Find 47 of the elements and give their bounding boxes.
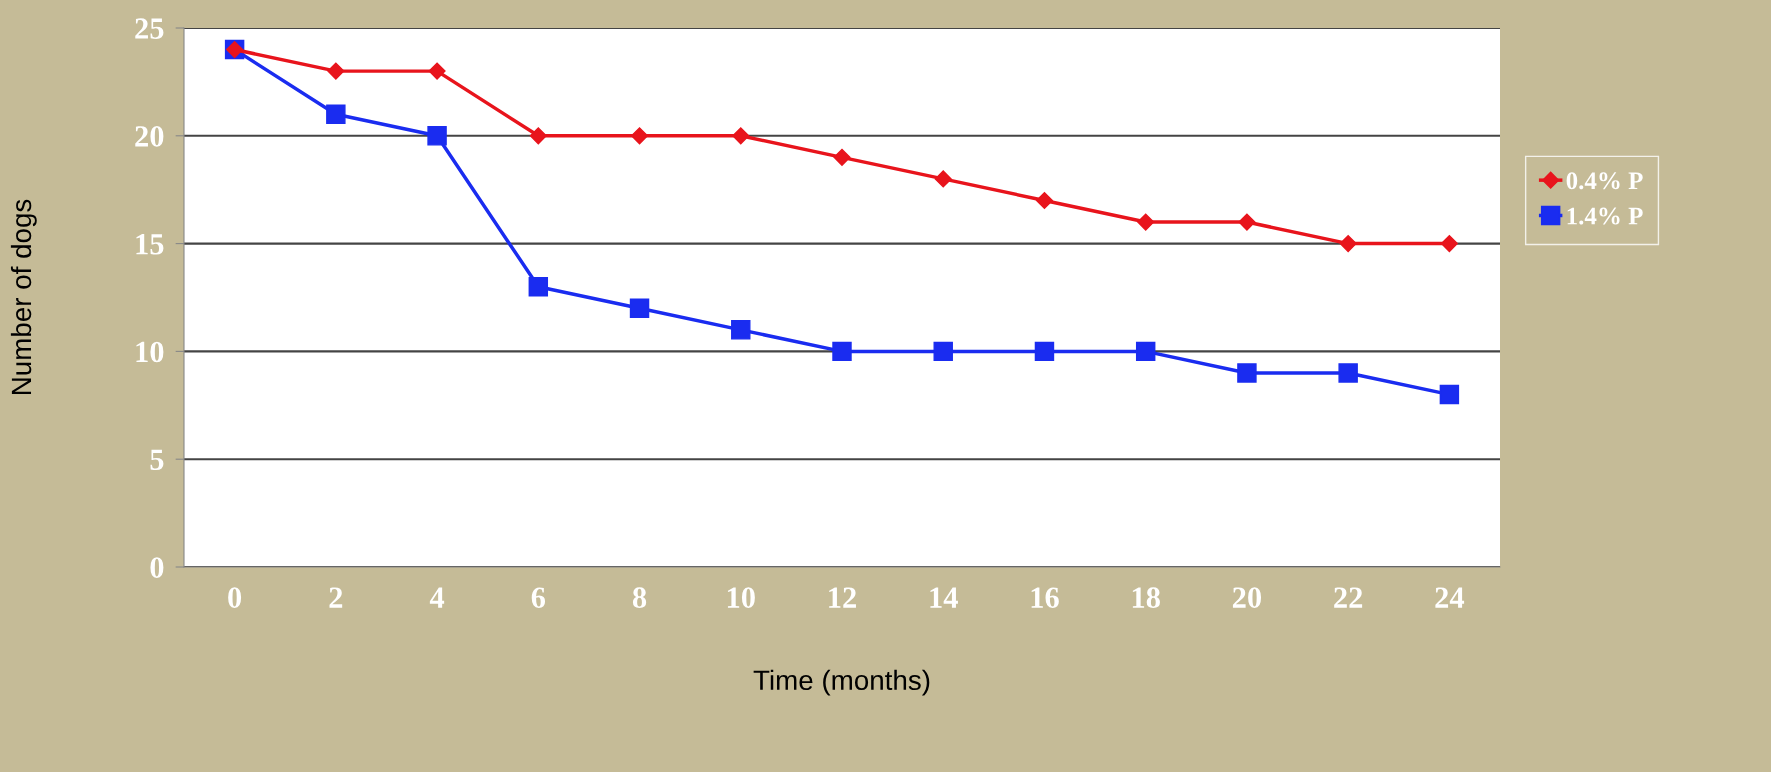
legend-label: 1.4% P [1567, 207, 1643, 225]
point [629, 298, 650, 319]
point [1035, 191, 1054, 210]
y-tick-label: 0 [150, 557, 164, 578]
point [1440, 235, 1458, 253]
point [1338, 363, 1358, 383]
point [832, 341, 852, 362]
y-tick-label: 25 [135, 18, 164, 39]
point [1237, 363, 1257, 383]
x-tick-label: 6 [531, 587, 546, 608]
point [1135, 341, 1156, 362]
point [1238, 213, 1256, 231]
y-axis-title: Number of dogs [10, 199, 37, 395]
x-tick-label: 18 [1132, 587, 1160, 608]
x-tick-label: 8 [632, 587, 647, 608]
x-tick-label: 14 [930, 587, 958, 608]
point [732, 127, 750, 145]
y-tick-label: 15 [136, 234, 164, 255]
point [731, 320, 751, 340]
legend-label: 0.4% P [1566, 172, 1643, 190]
point [933, 341, 953, 362]
x-tick-label: 0 [228, 587, 242, 608]
point [528, 276, 549, 297]
x-tick-label: 10 [727, 587, 755, 608]
x-tick-label: 2 [329, 587, 343, 608]
y-tick-label: 5 [150, 449, 164, 471]
point [1034, 341, 1055, 362]
x-tick-label: 4 [429, 587, 445, 608]
x-tick-label: 24 [1435, 587, 1465, 608]
point [427, 126, 447, 146]
y-tick-label: 10 [136, 341, 164, 363]
point [934, 170, 952, 188]
point [833, 148, 851, 166]
x-tick-label: 22 [1334, 587, 1363, 608]
point [1137, 213, 1155, 231]
y-tick-label: 20 [135, 126, 164, 147]
point [326, 104, 346, 124]
x-tick-label: 12 [829, 587, 856, 608]
x-tick-label: 20 [1232, 587, 1262, 608]
point [630, 127, 649, 145]
point [529, 127, 547, 145]
point [1439, 384, 1460, 405]
x-tick-label: 16 [1031, 587, 1059, 608]
x-axis-title: Time (months) [753, 669, 930, 696]
point [327, 62, 345, 80]
point [1339, 235, 1357, 253]
point [428, 62, 446, 80]
